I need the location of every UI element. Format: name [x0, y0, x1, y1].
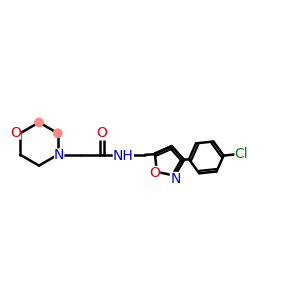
Text: N: N [54, 148, 64, 162]
Text: O: O [96, 126, 107, 140]
Text: NH: NH [113, 149, 134, 163]
Text: N: N [170, 172, 181, 186]
Circle shape [35, 118, 43, 127]
Text: Cl: Cl [235, 147, 248, 161]
Circle shape [53, 129, 62, 137]
Text: O: O [11, 126, 21, 140]
Text: O: O [149, 166, 160, 180]
